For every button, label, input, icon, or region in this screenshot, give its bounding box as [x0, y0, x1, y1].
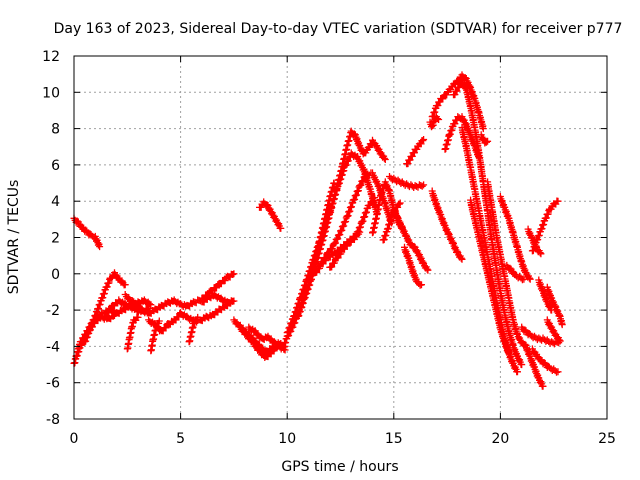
y-tick-label: -4 — [46, 339, 60, 355]
marker-path — [147, 317, 163, 355]
marker-path — [524, 225, 545, 258]
series-arc-27 — [403, 136, 428, 168]
x-tick-label: 10 — [278, 431, 296, 447]
y-tick-label: 2 — [51, 231, 60, 247]
x-axis-title: GPS time / hours — [281, 459, 398, 475]
series-arc-44 — [528, 345, 562, 376]
marker-path — [386, 173, 428, 191]
series-arc-45 — [543, 283, 566, 329]
x-tick-labels: 0 5 10 15 20 25 — [70, 431, 616, 447]
x-tick-label: 0 — [70, 431, 79, 447]
series-arc-16 — [279, 179, 338, 351]
series-arc-40 — [524, 225, 545, 258]
series-arc-34 — [467, 196, 513, 358]
y-tick-label: -2 — [46, 303, 60, 319]
series-arc-41 — [535, 276, 556, 314]
series-arc-06 — [121, 270, 238, 317]
marker-path — [123, 313, 142, 353]
marker-path — [403, 136, 428, 168]
series-arc-13 — [236, 323, 283, 361]
series-arc-10 — [185, 313, 202, 346]
series-arc-26 — [390, 205, 432, 274]
marker-path — [311, 228, 364, 277]
series-arc-43 — [518, 323, 564, 348]
marker-path — [528, 345, 562, 376]
series-arc-14 — [245, 323, 289, 351]
marker-path — [390, 205, 432, 274]
series-arc-15 — [256, 198, 285, 232]
marker-path — [518, 323, 564, 348]
series-arc-25 — [401, 243, 425, 289]
marker-path — [121, 270, 238, 317]
y-axis-title: SDTVAR / TECUs — [6, 180, 22, 295]
marker-path — [484, 178, 547, 390]
series-arc-37 — [496, 193, 534, 283]
series-arc-21 — [311, 228, 364, 277]
series-arc-35 — [484, 178, 547, 390]
marker-path — [236, 323, 283, 361]
series-arc-30 — [428, 187, 466, 263]
marker-path — [503, 261, 528, 284]
y-tick-labels: -8 -6 -4 -2 0 2 4 6 8 10 12 — [42, 49, 60, 428]
marker-path — [535, 276, 556, 314]
series-arc-36 — [477, 131, 492, 147]
y-tick-label: -8 — [46, 412, 60, 428]
x-tick-label: 25 — [598, 431, 616, 447]
series-arc-24 — [386, 173, 428, 191]
series-arc-09 — [147, 317, 163, 355]
y-tick-label: 12 — [42, 49, 60, 65]
marker-path — [294, 127, 389, 320]
series-arc-08 — [123, 313, 142, 353]
y-tick-label: -6 — [46, 376, 60, 392]
marker-path — [428, 71, 487, 133]
marker-path — [543, 283, 566, 329]
marker-path — [450, 76, 526, 369]
marker-path — [81, 269, 129, 346]
marker-path — [467, 196, 513, 358]
gridlines — [74, 56, 607, 419]
y-tick-label: 10 — [42, 85, 60, 101]
marker-path — [245, 323, 289, 351]
series-arc-38 — [503, 261, 528, 284]
marker-path — [477, 131, 492, 147]
series-arc-32 — [450, 76, 526, 369]
marker-path — [70, 214, 104, 251]
y-tick-label: 8 — [51, 122, 60, 138]
marker-path — [428, 187, 466, 263]
y-tick-label: 6 — [51, 158, 60, 174]
x-tick-label: 20 — [491, 431, 509, 447]
series-arc-01 — [70, 214, 104, 251]
x-tick-label: 5 — [176, 431, 185, 447]
data-points — [70, 71, 566, 390]
marker-path — [198, 291, 238, 307]
y-tick-label: 0 — [51, 267, 60, 283]
axis-ticks — [73, 55, 608, 420]
series-arc-18 — [294, 127, 389, 320]
marker-path — [279, 179, 338, 351]
chart-title: Day 163 of 2023, Sidereal Day-to-day VTE… — [54, 21, 623, 37]
series-arc-04 — [81, 269, 129, 346]
marker-path — [401, 243, 425, 289]
series-arc-29 — [428, 71, 487, 133]
series-arc-11 — [198, 291, 238, 307]
marker-path — [496, 193, 534, 283]
y-tick-label: 4 — [51, 194, 60, 210]
marker-path — [185, 313, 202, 346]
x-tick-label: 15 — [385, 431, 403, 447]
marker-path — [256, 198, 285, 232]
